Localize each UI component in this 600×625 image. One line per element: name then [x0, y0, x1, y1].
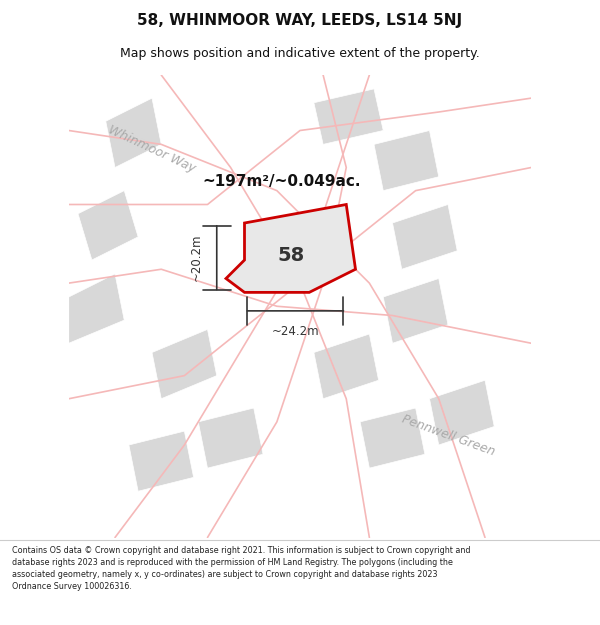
- Text: ~20.2m: ~20.2m: [190, 234, 203, 281]
- Polygon shape: [129, 431, 194, 491]
- Polygon shape: [314, 334, 379, 399]
- Text: Map shows position and indicative extent of the property.: Map shows position and indicative extent…: [120, 48, 480, 61]
- Polygon shape: [78, 191, 138, 260]
- Text: ~197m²/~0.049ac.: ~197m²/~0.049ac.: [202, 174, 361, 189]
- Polygon shape: [152, 329, 217, 399]
- Text: Pennwell Green: Pennwell Green: [400, 413, 496, 459]
- Text: 58, WHINMOOR WAY, LEEDS, LS14 5NJ: 58, WHINMOOR WAY, LEEDS, LS14 5NJ: [137, 14, 463, 29]
- Text: Whinmoor Way: Whinmoor Way: [106, 123, 198, 175]
- Text: ~24.2m: ~24.2m: [272, 325, 319, 338]
- Polygon shape: [226, 204, 355, 292]
- Text: Contains OS data © Crown copyright and database right 2021. This information is : Contains OS data © Crown copyright and d…: [12, 546, 470, 591]
- Polygon shape: [392, 204, 457, 269]
- Polygon shape: [69, 274, 124, 343]
- Polygon shape: [374, 131, 439, 191]
- Polygon shape: [383, 279, 448, 343]
- Polygon shape: [360, 408, 425, 468]
- Polygon shape: [314, 89, 383, 144]
- Polygon shape: [106, 98, 161, 168]
- Polygon shape: [430, 380, 494, 445]
- Text: 58: 58: [277, 246, 304, 265]
- Polygon shape: [198, 408, 263, 468]
